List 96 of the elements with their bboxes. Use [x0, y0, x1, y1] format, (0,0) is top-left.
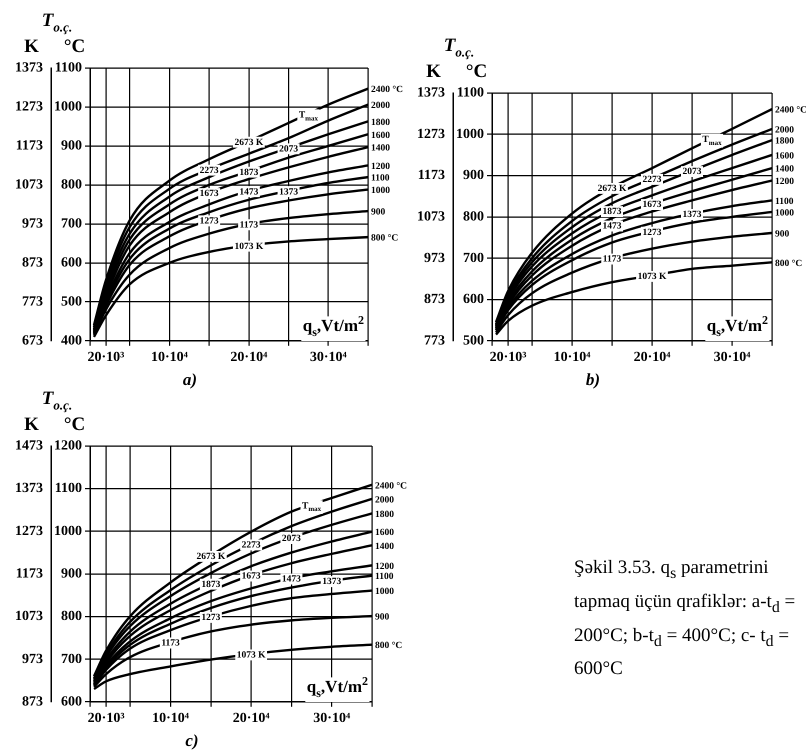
y2-tick-label: 1173: [16, 138, 43, 154]
series-label: 1800: [371, 118, 390, 128]
y-tick-label: 1000: [54, 100, 82, 115]
y2-axis-title: K: [426, 61, 442, 82]
y-tick-label: 1200: [54, 438, 82, 454]
y2-tick-label: 973: [22, 216, 43, 232]
x-tick-label: 10·10⁴: [554, 350, 592, 365]
series-label: 2400 °C: [371, 85, 404, 96]
y-tick-label: 400: [61, 333, 82, 348]
series-label: 1200: [375, 562, 394, 572]
series-label: 2000: [775, 125, 794, 136]
series-label: 900: [775, 230, 790, 240]
y-tick-label: 700: [61, 216, 82, 232]
series-label: 1100: [375, 572, 394, 582]
y2-tick-label: 873: [22, 255, 43, 270]
series-label: 1100: [371, 174, 390, 184]
y2-tick-label: 873: [22, 694, 43, 710]
x-tick-label: 20·10⁴: [230, 350, 268, 365]
series-label: 1000: [371, 186, 390, 196]
series-label: 1400: [371, 144, 390, 154]
y-tick-label: 700: [61, 652, 82, 667]
x-tick-label: 30·10⁴: [310, 350, 348, 365]
y-tick-label: 800: [61, 609, 82, 624]
series-label: 1100: [775, 196, 794, 207]
y2-tick-label: 1373: [15, 60, 43, 76]
y2-tick-label: 1373: [417, 86, 445, 101]
y-tick-label: 800: [61, 178, 82, 193]
y2-tick-label: 1173: [418, 168, 445, 184]
chart-title: Şəkil 3.53. q$_{s}$ parametrini tapmaq üçün qrafiklər: a-t$_{d}$ = 200°C; b-t$_{d}$ = 400°C; c- t$_{d}$ = 600°C: [574, 557, 796, 680]
x-tick-label: 20·10⁴: [634, 350, 672, 365]
x-tick-label: 20·10³: [88, 710, 125, 726]
y2-tick-label: 1173: [16, 566, 43, 582]
x-tick-label: 10·10⁴: [152, 710, 190, 726]
series-label: 1600: [371, 130, 390, 141]
x-tick-label: 10·10⁴: [150, 350, 189, 365]
y2-tick-label: 773: [22, 294, 43, 310]
series-label: 1400: [375, 542, 394, 552]
text: a): [182, 370, 198, 390]
y2-tick-label: 1073: [15, 609, 43, 624]
y-axis-title: °C: [64, 414, 86, 435]
series-label: 2400 °C: [375, 481, 408, 492]
series-label: 1800: [775, 136, 794, 147]
series-label: 2400 °C: [775, 106, 806, 116]
series-label: 2000: [371, 101, 390, 112]
series-label: 900: [375, 612, 390, 623]
y2-tick-label: 873: [424, 292, 445, 308]
y2-tick-label: 673: [22, 333, 43, 348]
y2-tick-label: 973: [424, 250, 445, 266]
y-tick-label: 1000: [456, 126, 484, 142]
series-label: 1200: [371, 162, 390, 172]
y-tick-label: 1100: [54, 60, 82, 76]
y2-tick-label: 1373: [15, 481, 43, 496]
y2-axis-title: K: [24, 36, 40, 57]
x-tick-label: 30·10⁴: [714, 350, 752, 365]
y2-tick-label: 1273: [417, 126, 445, 142]
series-label: 1600: [775, 151, 794, 162]
series-label: 1000: [375, 587, 394, 598]
series-label: 1000: [775, 208, 794, 218]
x-tick-label: 20·10⁴: [232, 710, 270, 726]
text: b): [586, 370, 600, 390]
series-label: 2000: [375, 495, 394, 506]
y-tick-label: 600: [61, 694, 82, 710]
y-tick-label: 500: [463, 333, 484, 348]
series-label: 1800: [375, 510, 394, 520]
y-tick-label: 1100: [456, 86, 484, 101]
series-label: 1400: [775, 164, 794, 175]
y-tick-label: 900: [61, 566, 82, 582]
y2-tick-label: 1273: [15, 524, 43, 539]
y2-tick-label: 1473: [15, 438, 43, 454]
y2-axis-title: K: [24, 414, 40, 435]
series-label: 800 °C: [375, 641, 402, 652]
y2-tick-label: 773: [424, 333, 445, 348]
y2-tick-label: 1073: [15, 178, 43, 193]
series-label: 1600: [375, 528, 394, 538]
y-axis-title: °C: [466, 61, 488, 82]
y2-tick-label: 1273: [15, 100, 43, 115]
y-tick-label: 800: [463, 210, 484, 225]
series-label: 1200: [775, 177, 794, 188]
x-tick-label: 30·10⁴: [313, 710, 351, 726]
x-tick-label: 20·10³: [490, 350, 526, 365]
y-tick-label: 1000: [54, 524, 82, 539]
y-tick-label: 700: [463, 250, 484, 266]
y2-tick-label: 1073: [417, 210, 445, 225]
y-tick-label: 600: [463, 292, 484, 308]
series-label: 800 °C: [371, 234, 398, 244]
y-tick-label: 1100: [54, 481, 82, 496]
y-tick-label: 500: [61, 294, 82, 310]
x-tick-label: 20·10³: [87, 350, 124, 365]
series-label: 900: [371, 208, 386, 218]
y-tick-label: 900: [61, 138, 82, 154]
y-tick-label: 600: [61, 255, 82, 270]
text: c): [185, 731, 199, 750]
y-tick-label: 900: [463, 168, 484, 184]
series-label: 800 °C: [775, 258, 802, 269]
y2-tick-label: 973: [22, 652, 43, 667]
y-axis-title: °C: [64, 36, 86, 57]
